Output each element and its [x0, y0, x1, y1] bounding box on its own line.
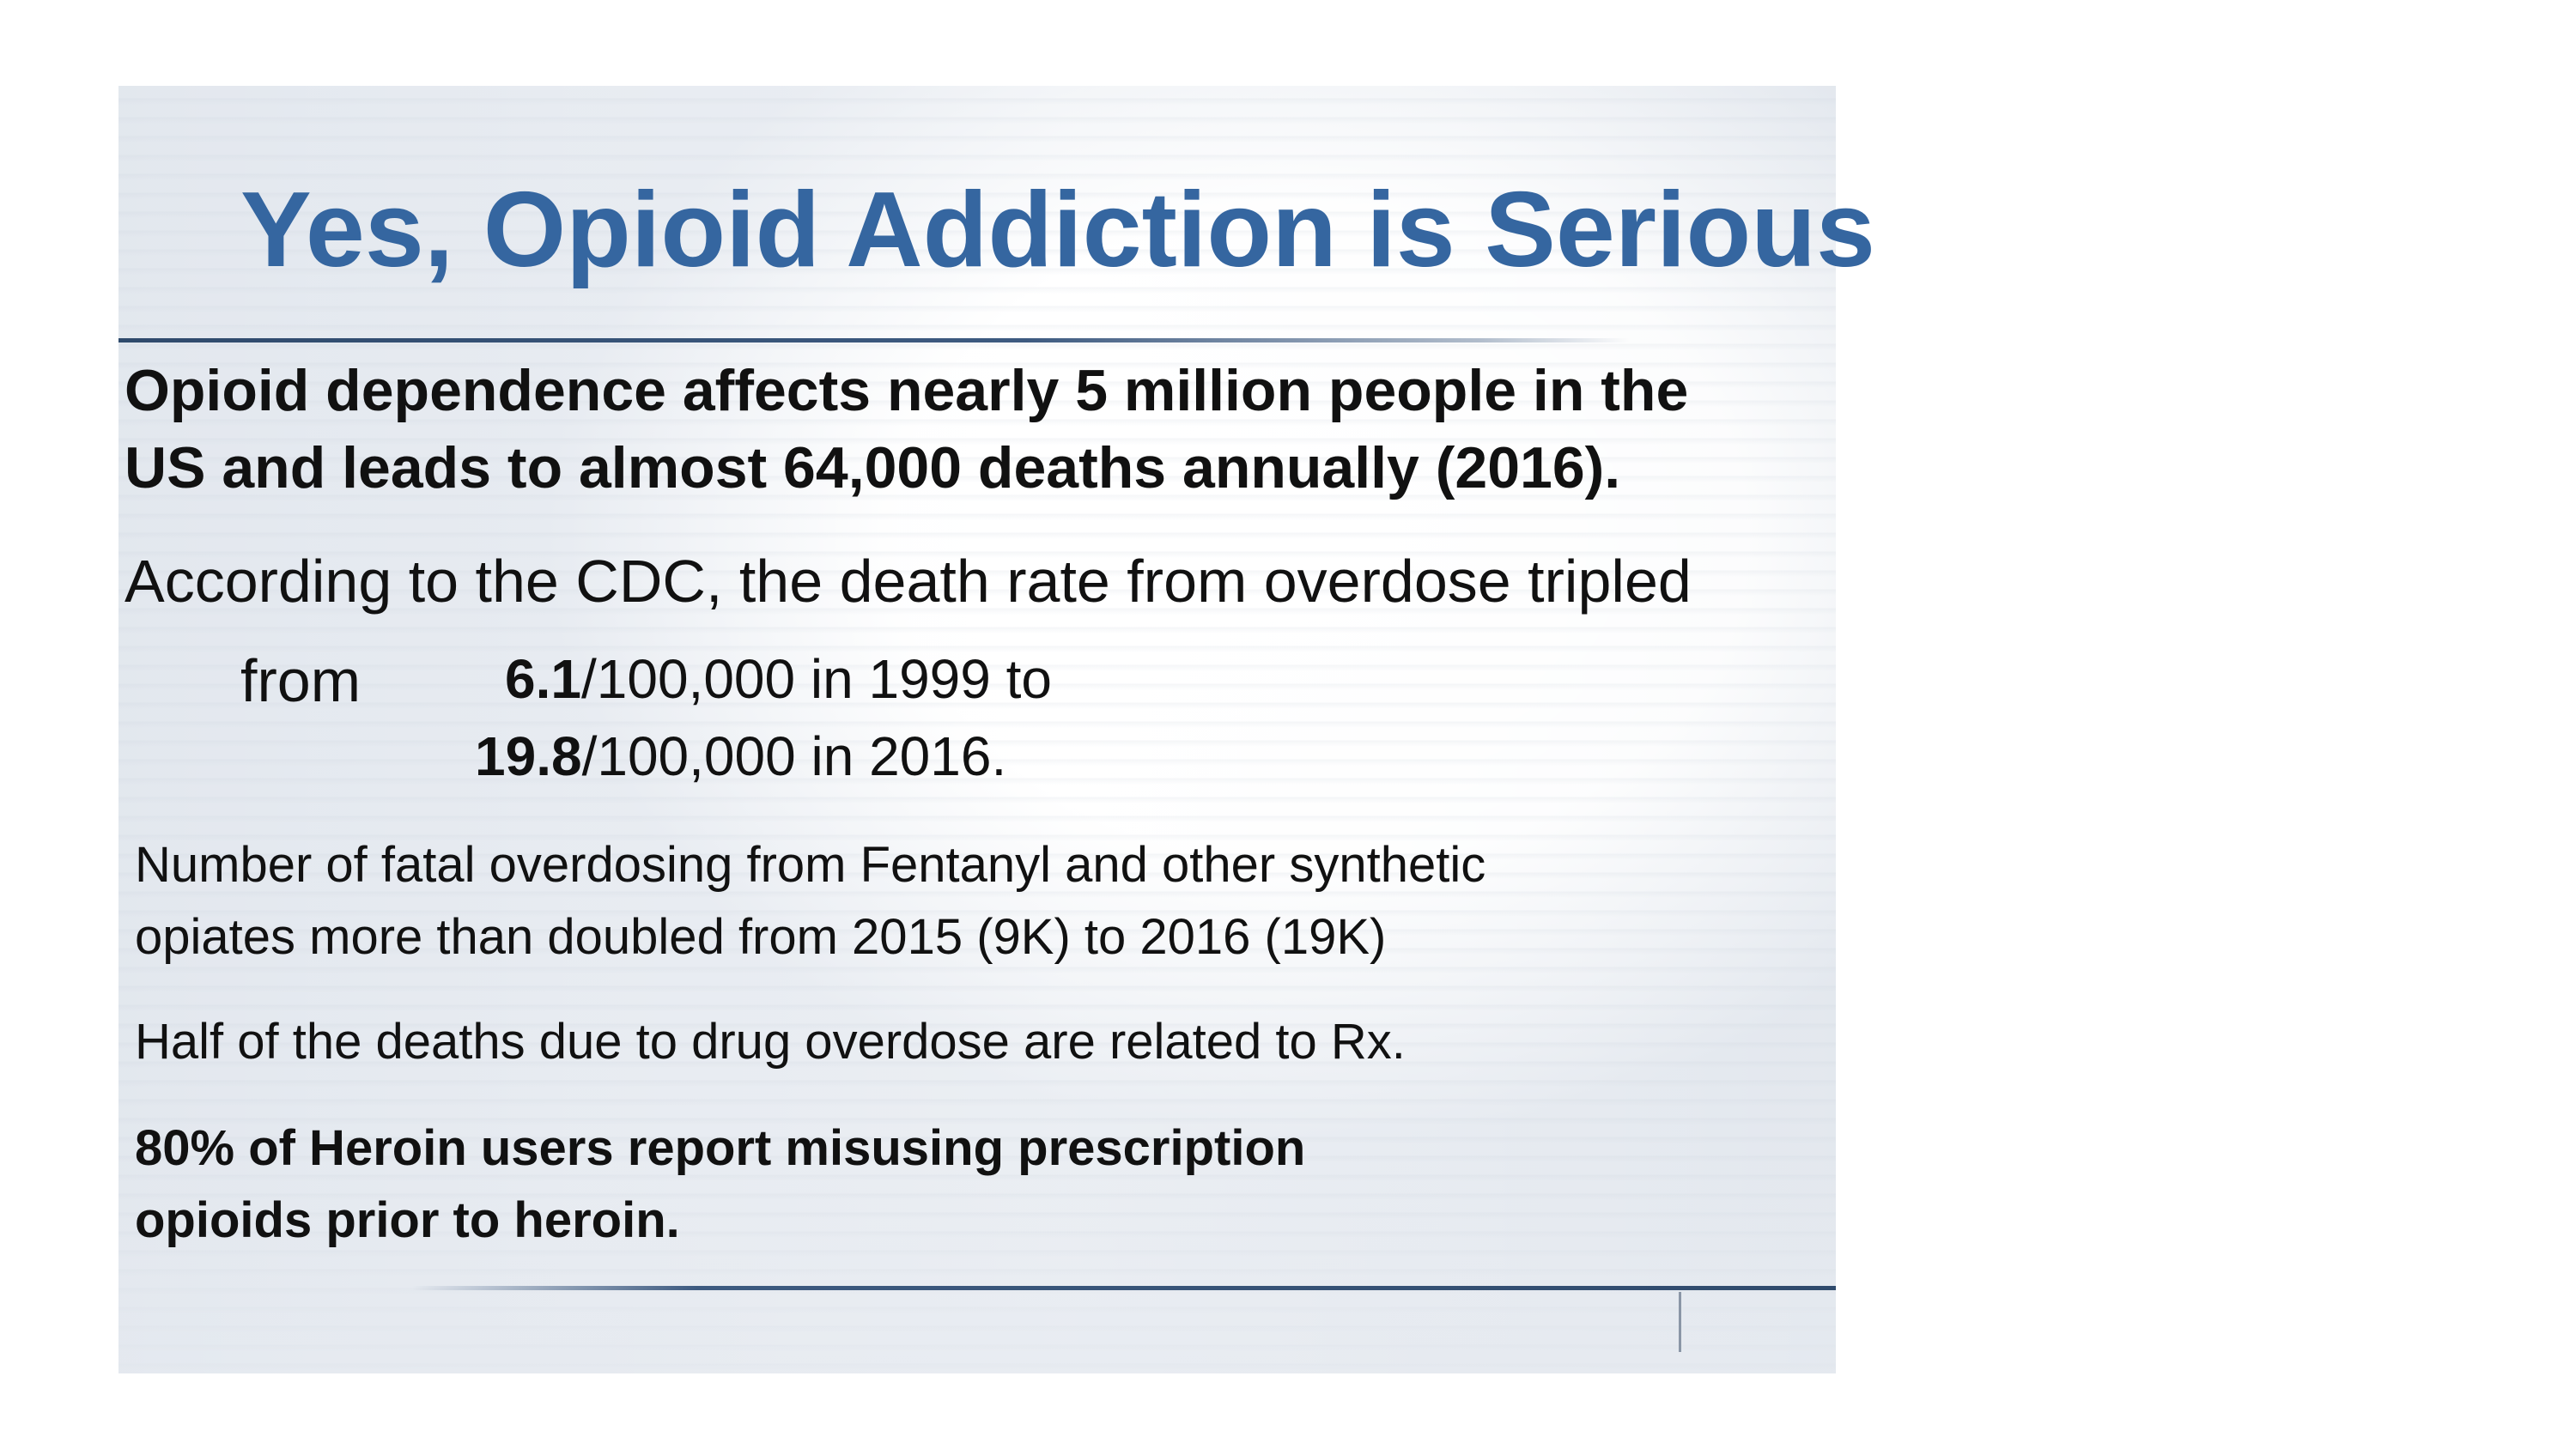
- slide-background: [118, 86, 1836, 1373]
- rate-2016-value: 19.8: [475, 725, 582, 787]
- fentanyl-line-2: opiates more than doubled from 2015 (9K)…: [135, 909, 1387, 965]
- footer-tick-mark: [1679, 1292, 1681, 1352]
- dependence-line-1: Opioid dependence affects nearly 5 milli…: [125, 358, 1689, 423]
- dependence-line-2: US and leads to almost 64,000 deaths ann…: [125, 435, 1621, 500]
- rate-1999-text: /100,000 in 1999 to: [580, 648, 1052, 710]
- rate-1999-value: 6.1: [505, 648, 581, 710]
- cdc-intro-text: According to the CDC, the death rate fro…: [125, 548, 1692, 615]
- rate-2016-text: /100,000 in 2016.: [581, 725, 1007, 787]
- footer-divider: [412, 1286, 1836, 1290]
- heroin-paragraph: 80% of Heroin users report misusing pres…: [135, 1113, 1305, 1257]
- from-label: from: [240, 647, 361, 714]
- rate-2016: 19.8/100,000 in 2016.: [475, 719, 1006, 793]
- rate-1999: 6.1/100,000 in 1999 to: [505, 642, 1052, 716]
- fentanyl-line-1: Number of fatal overdosing from Fentanyl…: [135, 837, 1486, 893]
- heroin-line-2: opioids prior to heroin.: [135, 1192, 680, 1248]
- slide-title: Yes, Opioid Addiction is Serious: [240, 171, 1875, 289]
- rx-deaths-text: Half of the deaths due to drug overdose …: [135, 1014, 1406, 1070]
- fentanyl-paragraph: Number of fatal overdosing from Fentanyl…: [135, 829, 1485, 973]
- title-divider: [118, 338, 1630, 343]
- dependence-paragraph: Opioid dependence affects nearly 5 milli…: [125, 352, 1688, 506]
- heroin-line-1: 80% of Heroin users report misusing pres…: [135, 1120, 1306, 1176]
